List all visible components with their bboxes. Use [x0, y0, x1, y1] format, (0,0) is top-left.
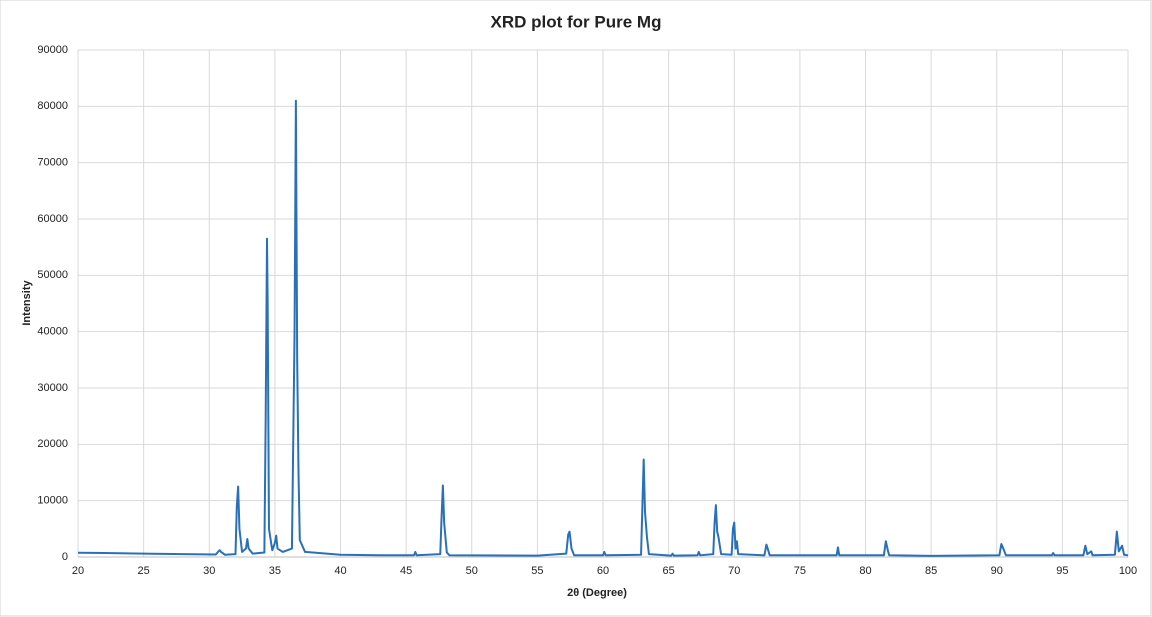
y-tick-label: 0 — [62, 551, 68, 563]
y-axis-title: Intensity — [21, 280, 33, 326]
y-tick-label: 10000 — [37, 495, 68, 507]
x-tick-label: 30 — [203, 565, 215, 577]
x-tick-label: 25 — [138, 565, 150, 577]
x-tick-label: 85 — [925, 565, 937, 577]
x-tick-label: 60 — [597, 565, 609, 577]
y-tick-label: 90000 — [37, 44, 68, 56]
x-tick-label: 65 — [663, 565, 675, 577]
y-tick-label: 40000 — [37, 326, 68, 338]
chart-title: XRD plot for Pure Mg — [491, 12, 662, 31]
data-line — [77, 99, 1129, 557]
x-tick-label: 40 — [334, 565, 346, 577]
y-tick-label: 60000 — [37, 213, 68, 225]
x-tick-label: 75 — [794, 565, 806, 577]
y-tick-label: 70000 — [37, 157, 68, 169]
x-tick-label: 45 — [400, 565, 412, 577]
x-tick-label: 70 — [728, 565, 740, 577]
x-tick-label: 90 — [991, 565, 1003, 577]
x-tick-label: 55 — [531, 565, 543, 577]
y-tick-label: 20000 — [37, 438, 68, 450]
y-tick-label: 80000 — [37, 100, 68, 112]
x-tick-label: 80 — [859, 565, 871, 577]
x-tick-label: 100 — [1119, 565, 1137, 577]
y-tick-label: 50000 — [37, 269, 68, 281]
x-axis-title: 2θ (Degree) — [567, 587, 627, 599]
x-tick-label: 35 — [269, 565, 281, 577]
y-tick-label: 30000 — [37, 382, 68, 394]
x-tick-label: 95 — [1056, 565, 1068, 577]
x-tick-label: 50 — [466, 565, 478, 577]
x-tick-label: 20 — [72, 565, 84, 577]
